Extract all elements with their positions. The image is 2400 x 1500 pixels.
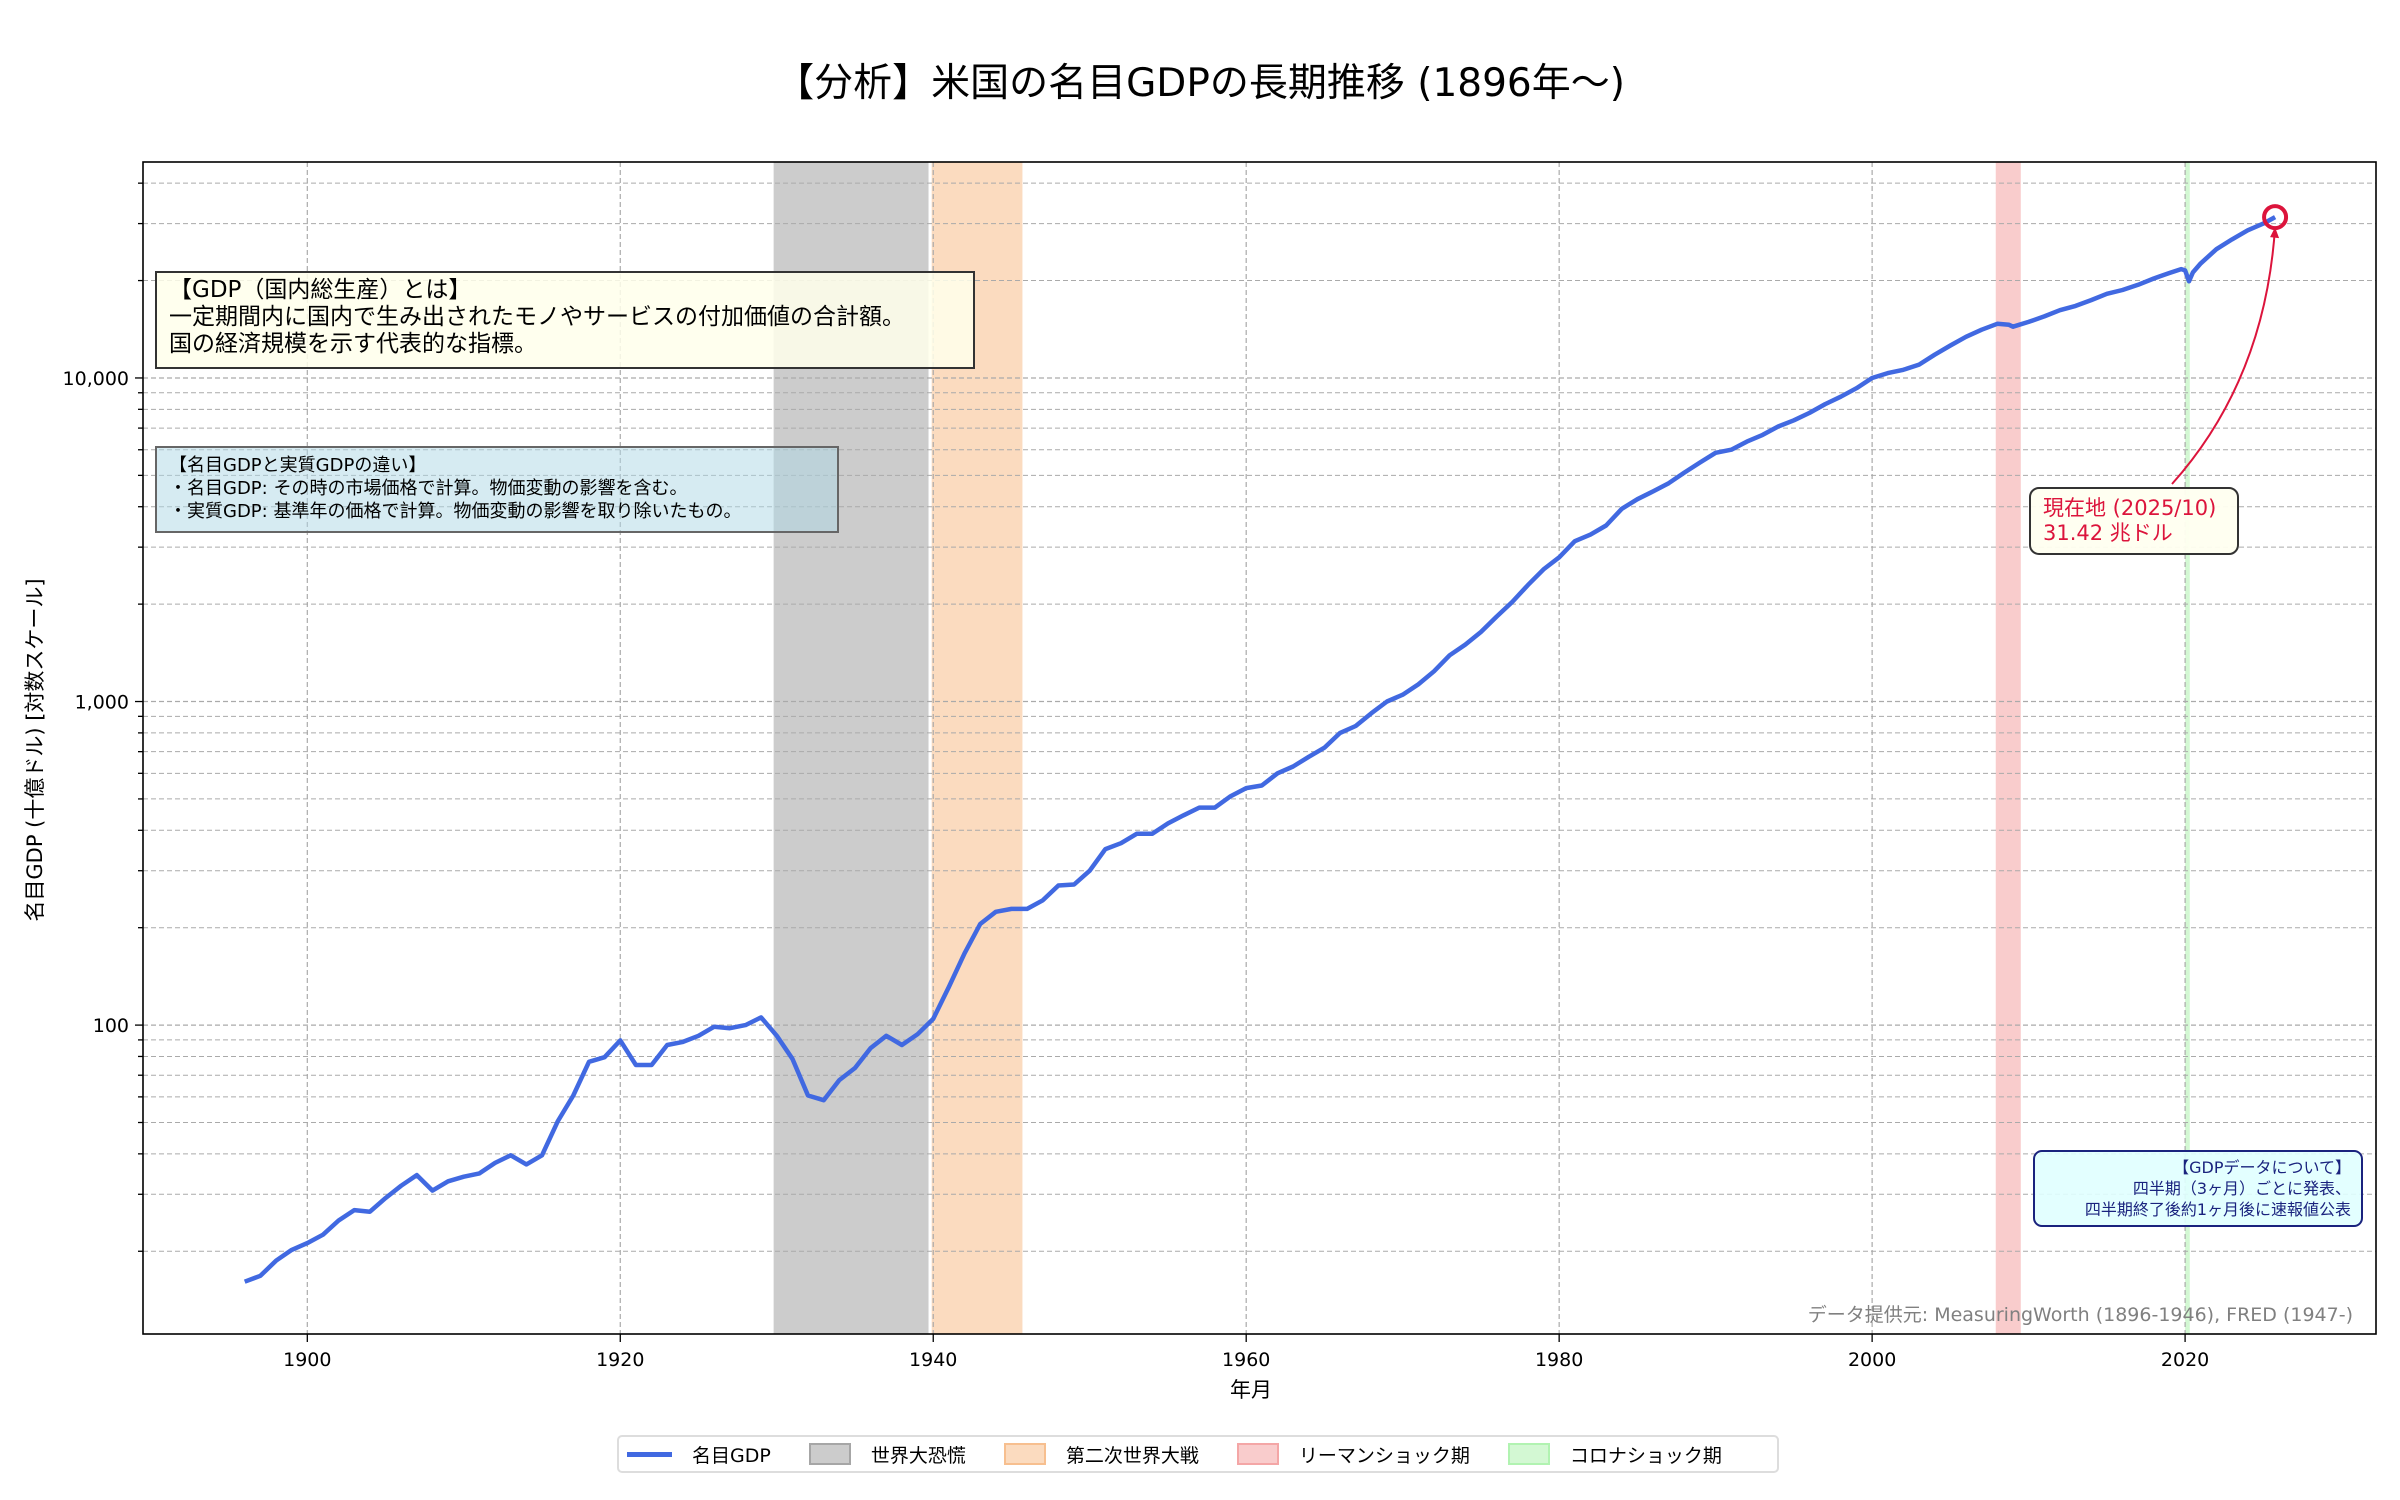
legend-label: リーマンショック期 [1298,1444,1470,1467]
legend: 名目GDP 世界大恐慌 第二次世界大戦 リーマンショック期 コロナショック期 [617,1435,1779,1473]
legend-patch [1003,1443,1046,1465]
y-tick-label: 100 [93,1015,129,1037]
annotation-line1: 現在地 (2025/10) [2043,496,2217,520]
y-axis-label: 名目GDP (十億ドル) [対数スケール] [23,578,47,922]
x-tick-label: 1920 [596,1349,644,1371]
gdp-line [243,215,2277,1284]
legend-item-gdp: 名目GDP [627,1441,771,1468]
legend-patch [1507,1443,1550,1465]
legend-patch [1236,1443,1279,1465]
legend-item-covid: コロナショック期 [1507,1441,1722,1468]
y-tick-label: 10,000 [63,368,129,390]
current-value-annotation: 現在地 (2025/10) 31.42 兆ドル [2029,487,2239,555]
shaded-period [1995,162,2021,1334]
plot-frame [142,161,2377,1335]
legend-line-swatch [627,1451,672,1457]
shaded-period [2185,162,2190,1334]
data-source: データ提供元: MeasuringWorth (1896-1946), FRED… [1807,1304,2353,1326]
data-note-box: 【GDPデータについて】 四半期（3ヶ月）ごとに発表、 四半期終了後約1ヶ月後に… [2033,1150,2363,1227]
x-tick-label: 1980 [1535,1349,1583,1371]
legend-patch [808,1443,851,1465]
x-tick-label: 1900 [283,1349,331,1371]
x-tick-label: 2020 [2161,1349,2209,1371]
nominal-vs-real-box: 【名目GDPと実質GDPの違い】 ・名目GDP: その時の市場価格で計算。物価変… [155,446,839,533]
legend-label: 世界大恐慌 [870,1444,966,1467]
legend-label: 第二次世界大戦 [1065,1444,1199,1467]
annotation-line2: 31.42 兆ドル [2043,521,2173,545]
legend-item-wwii: 第二次世界大戦 [1003,1441,1199,1468]
x-axis-label: 年月 [1230,1378,1272,1402]
y-tick-label: 1,000 [75,692,129,714]
chart-title: 【分析】米国の名目GDPの長期推移 (1896年〜) [775,61,1625,106]
annotation-arrowhead [2270,227,2280,239]
legend-label: 名目GDP [692,1444,771,1467]
legend-item-lehman: リーマンショック期 [1236,1441,1470,1468]
legend-label: コロナショック期 [1569,1444,1722,1467]
gdp-definition-box: 【GDP（国内総生産）とは】 一定期間内に国内で生み出されたモノやサービスの付加… [155,271,975,369]
x-tick-label: 2000 [1848,1349,1896,1371]
x-tick-label: 1960 [1222,1349,1270,1371]
x-tick-label: 1940 [909,1349,957,1371]
legend-item-depression: 世界大恐慌 [808,1441,966,1468]
annotation-arrow [2171,227,2277,485]
